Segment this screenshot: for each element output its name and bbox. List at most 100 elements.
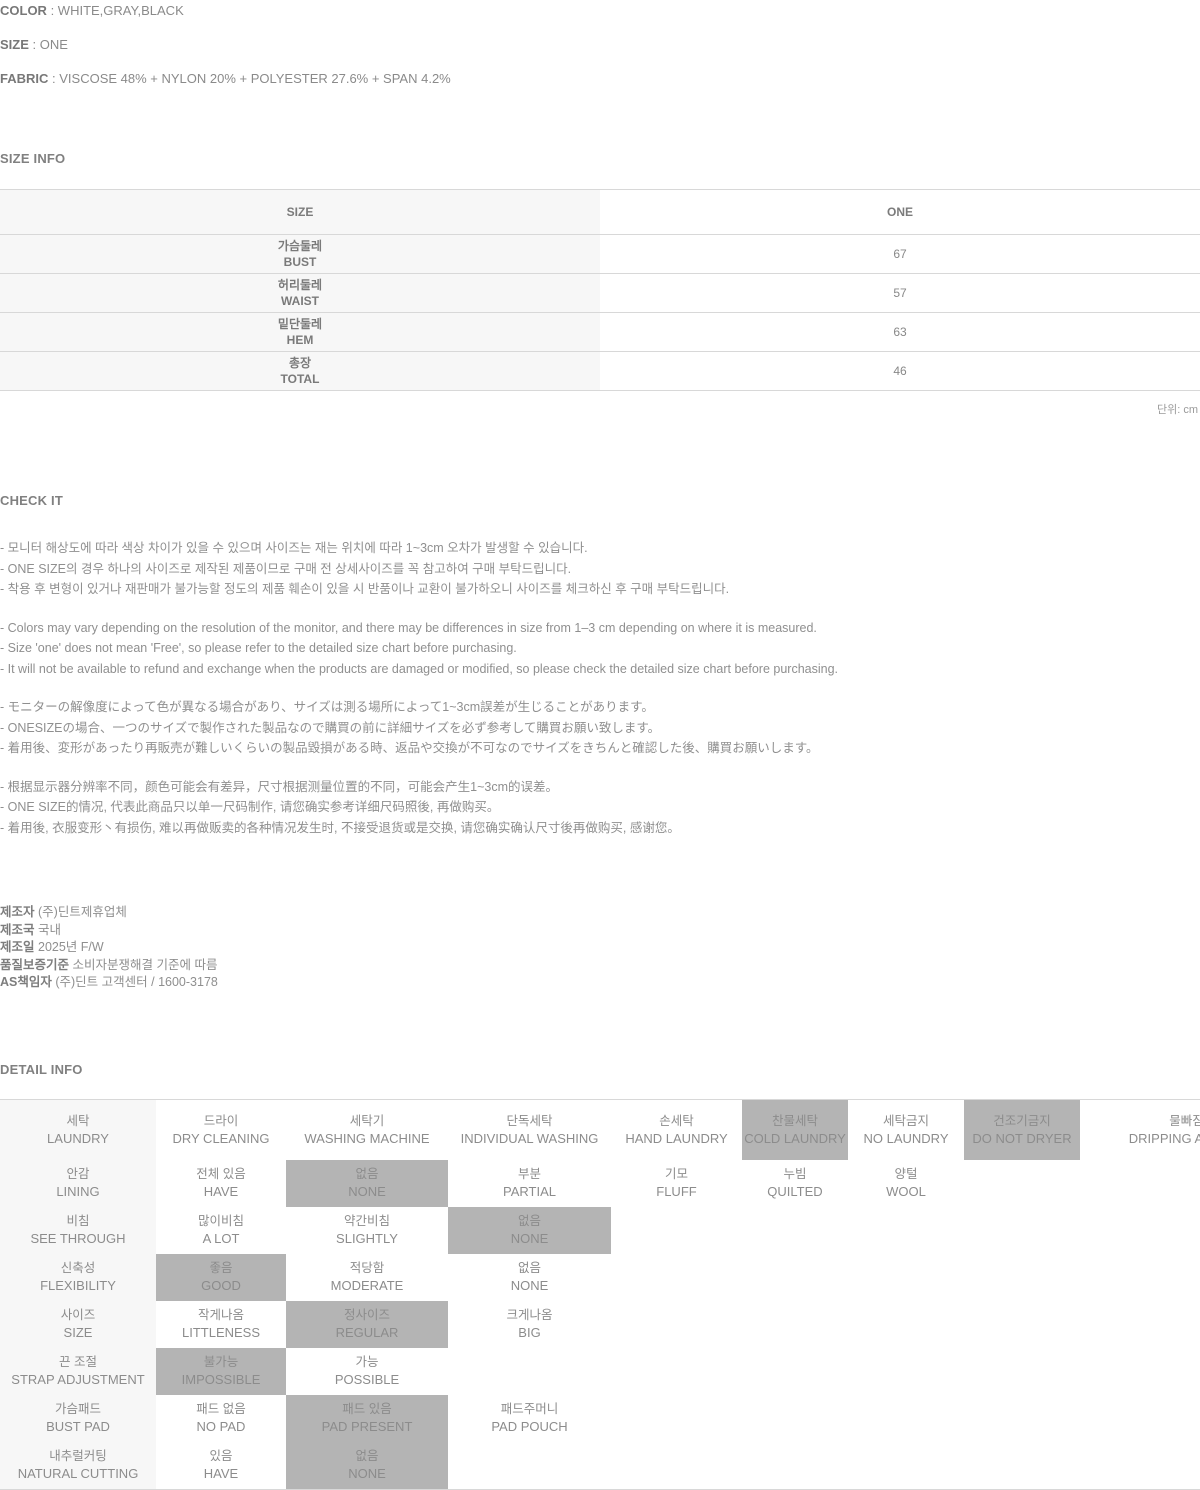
detail-cell bbox=[742, 1441, 848, 1490]
maker-value-as-contact: (주)딘트 고객센터 / 1600-3178 bbox=[55, 975, 218, 989]
detail-ko: 좋음 bbox=[209, 1261, 233, 1275]
detail-cell bbox=[611, 1207, 742, 1254]
check-line: - 着用後、変形があったり再販売が難しいくらいの製品毀損がある時、返品や交換が不… bbox=[0, 741, 819, 755]
detail-ko: 찬물세탁 bbox=[771, 1113, 818, 1128]
detail-cell: 없음 NONE bbox=[286, 1159, 448, 1207]
detail-cell bbox=[964, 1441, 1080, 1490]
size-row-label-en-total: TOTAL bbox=[280, 372, 320, 386]
table-row: 비침 SEE THROUGH 많이비침 A LOT 약간비침 SLIGHTLY 없음 N… bbox=[0, 1206, 1200, 1254]
detail-ko: 사이즈 bbox=[60, 1308, 96, 1322]
detail-ko: 없음 bbox=[355, 1167, 379, 1181]
detail-en: SEE THROUGH bbox=[30, 1231, 126, 1246]
detail-ko: 적당함 bbox=[349, 1261, 385, 1275]
maker-value-manufacturer: (주)딘트제휴업체 bbox=[38, 905, 127, 919]
size-table-header-label: SIZE bbox=[0, 189, 600, 235]
detail-cell bbox=[1080, 1160, 1200, 1207]
detail-cell: 양털 WOOL bbox=[848, 1160, 964, 1207]
detail-cell: 끈 조절 STRAP ADJUSTMENT bbox=[0, 1347, 156, 1395]
detail-cell-inner-natural-cutting-label: 내추럴커팅 NATURAL CUTTING bbox=[0, 1442, 156, 1489]
detail-cell bbox=[848, 1348, 964, 1395]
spec-key-fabric: FABRIC bbox=[0, 71, 49, 86]
detail-cell-inner-lining-have: 전체 있음 HAVE bbox=[156, 1160, 286, 1207]
detail-cell-inner-lining-none: 없음 NONE bbox=[286, 1159, 448, 1207]
detail-cell-inner-empty bbox=[848, 1348, 964, 1395]
detail-cell: 패드 없음 NO PAD bbox=[156, 1395, 286, 1442]
detail-cell bbox=[448, 1441, 611, 1490]
detail-cell bbox=[742, 1254, 848, 1301]
size-row-value-waist: 57 bbox=[600, 273, 1200, 313]
detail-ko: 안감 bbox=[66, 1167, 90, 1181]
detail-cell: 물빠짐주의 DRIPPING ATTENTION bbox=[1080, 1098, 1200, 1160]
maker-value-country: 국내 bbox=[38, 922, 62, 937]
detail-cell: 누빔 QUILTED bbox=[742, 1160, 848, 1207]
detail-cell-inner-bust-pad-pouch: 패드주머니 PAD POUCH bbox=[448, 1395, 611, 1442]
maker-line-warranty: 품질보증기준 소비자분쟁해결 기준에 따름 bbox=[0, 957, 1200, 975]
detail-cell: 많이비침 A LOT bbox=[156, 1207, 286, 1254]
detail-cell: 세탁기 WASHING MACHINE bbox=[286, 1098, 448, 1160]
detail-ko: 가슴패드 bbox=[54, 1402, 101, 1416]
detail-cell: 패드 있음 PAD PRESENT bbox=[286, 1394, 448, 1442]
detail-cell bbox=[964, 1207, 1080, 1254]
detail-ko: 세탁기 bbox=[349, 1113, 385, 1128]
detail-cell-inner-empty bbox=[742, 1442, 848, 1489]
detail-cell-inner-empty bbox=[848, 1442, 964, 1489]
detail-cell bbox=[742, 1348, 848, 1395]
check-line: - ONE SIZE의 경우 하나의 사이즈로 제작된 제품이므로 구매 전 상… bbox=[0, 561, 572, 576]
detail-cell: 없음 NONE bbox=[448, 1254, 611, 1301]
detail-table-body: 세탁 LAUNDRY 드라이 DRY CLEANING 세탁기 WASHING MAC… bbox=[0, 1098, 1200, 1490]
detail-ko: 없음 bbox=[355, 1449, 379, 1463]
size-row-label-waist: 허리둘레 WAIST bbox=[0, 273, 600, 313]
detail-cell: 크게나옴 BIG bbox=[448, 1301, 611, 1348]
detail-cell bbox=[1080, 1395, 1200, 1442]
detail-cell: 비침 SEE THROUGH bbox=[0, 1206, 156, 1254]
detail-cell bbox=[742, 1207, 848, 1254]
detail-en: BIG bbox=[518, 1325, 541, 1340]
detail-ko: 패드주머니 bbox=[500, 1402, 559, 1416]
detail-cell-inner-individual-washing: 단독세탁 INDIVIDUAL WASHING bbox=[448, 1100, 611, 1160]
size-table-head: SIZE ONE bbox=[0, 189, 1200, 235]
detail-cell: 부분 PARTIAL bbox=[448, 1160, 611, 1207]
detail-ko: 부분 bbox=[517, 1167, 541, 1181]
product-spec-list: COLOR : WHITE,GRAY,BLACK SIZE : ONE FABR… bbox=[0, 0, 1200, 85]
detail-en: NO PAD bbox=[196, 1419, 246, 1434]
detail-ko: 건조기금지 bbox=[993, 1113, 1051, 1128]
detail-cell: 가능 POSSIBLE bbox=[286, 1348, 448, 1395]
detail-ko: 드라이 bbox=[203, 1113, 239, 1128]
detail-cell-inner-dry-cleaning: 드라이 DRY CLEANING bbox=[156, 1100, 286, 1160]
detail-cell-inner-washing-machine: 세탁기 WASHING MACHINE bbox=[286, 1100, 448, 1160]
table-row: 내추럴커팅 NATURAL CUTTING 있음 HAVE 없음 NONE bbox=[0, 1441, 1200, 1490]
detail-cell-inner-empty bbox=[448, 1348, 611, 1395]
detail-cell bbox=[848, 1207, 964, 1254]
size-row-label-ko-waist: 허리둘레 bbox=[277, 278, 323, 292]
detail-cell: 신축성 FLEXIBILITY bbox=[0, 1253, 156, 1301]
detail-cell-inner-flexibility-none: 없음 NONE bbox=[448, 1254, 611, 1301]
detail-en: A LOT bbox=[202, 1231, 240, 1246]
detail-cell-inner-empty bbox=[611, 1301, 742, 1348]
detail-cell: 불가능 IMPOSSIBLE bbox=[156, 1347, 286, 1395]
spec-line-size: SIZE : ONE bbox=[0, 38, 1200, 51]
detail-en: MODERATE bbox=[330, 1278, 404, 1293]
detail-cell bbox=[848, 1395, 964, 1442]
detail-cell-inner-empty bbox=[611, 1395, 742, 1442]
detail-en: DRY CLEANING bbox=[172, 1130, 270, 1146]
maker-line-country: 제조국 국내 bbox=[0, 922, 1200, 940]
detail-cell: 단독세탁 INDIVIDUAL WASHING bbox=[448, 1098, 611, 1160]
detail-cell-inner-empty bbox=[1080, 1442, 1200, 1489]
detail-cell bbox=[1080, 1348, 1200, 1395]
check-line: - Size 'one' does not mean 'Free', so pl… bbox=[0, 641, 517, 655]
check-line: - ONE SIZE的情况, 代表此商品只以单一尺码制作, 请您确实参考详细尺码… bbox=[0, 800, 500, 814]
check-line: - Colors may vary depending on the resol… bbox=[0, 620, 817, 635]
detail-ko: 없음 bbox=[517, 1214, 541, 1228]
detail-cell-inner-flexibility-moderate: 적당함 MODERATE bbox=[286, 1254, 448, 1301]
detail-en: LAUNDRY bbox=[47, 1130, 109, 1146]
table-row: 밑단둘레 HEM 63 bbox=[0, 312, 1200, 352]
detail-en: PARTIAL bbox=[503, 1184, 556, 1199]
detail-cell-inner-size-big: 크게나옴 BIG bbox=[448, 1301, 611, 1348]
detail-cell-inner-see-through-a-lot: 많이비침 A LOT bbox=[156, 1207, 286, 1254]
size-row-value-total: 46 bbox=[600, 351, 1200, 391]
detail-en: WOOL bbox=[886, 1184, 926, 1199]
detail-cell-inner-empty bbox=[848, 1254, 964, 1301]
spec-key-size: SIZE bbox=[0, 37, 29, 52]
detail-cell-inner-empty bbox=[611, 1254, 742, 1301]
